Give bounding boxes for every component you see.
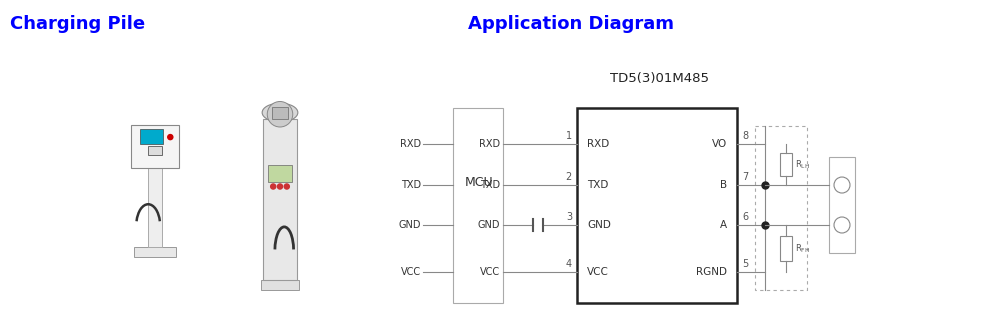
Bar [829, 157, 854, 253]
Text: VCC: VCC [586, 267, 608, 277]
Text: Application Diagram: Application Diagram [468, 15, 673, 33]
Text: GND: GND [477, 220, 500, 230]
Text: 1: 1 [565, 131, 571, 141]
Bar [148, 166, 161, 247]
Text: Charging Pile: Charging Pile [10, 15, 145, 33]
Bar [131, 125, 178, 168]
Text: B: B [719, 180, 726, 190]
Text: 7: 7 [741, 172, 747, 182]
Bar [780, 153, 792, 176]
Bar [263, 119, 297, 280]
Bar [453, 108, 502, 303]
Circle shape [267, 102, 293, 127]
Bar [139, 129, 163, 144]
Bar [262, 280, 299, 290]
Text: TXD: TXD [479, 180, 500, 190]
Text: RXD: RXD [586, 139, 608, 149]
Circle shape [834, 177, 849, 193]
Text: VCC: VCC [479, 267, 500, 277]
Circle shape [834, 217, 849, 233]
Ellipse shape [262, 103, 298, 122]
Circle shape [284, 184, 289, 189]
Text: GND: GND [586, 220, 610, 230]
Bar [273, 108, 288, 119]
Text: 2: 2 [565, 172, 571, 182]
Text: $\mathregular{R_{LH}}$: $\mathregular{R_{LH}}$ [795, 158, 810, 171]
Circle shape [278, 184, 283, 189]
Text: VCC: VCC [401, 267, 421, 277]
Text: 6: 6 [741, 212, 747, 222]
Text: 4: 4 [565, 259, 571, 269]
Bar [268, 165, 292, 182]
Circle shape [271, 184, 276, 189]
Text: 3: 3 [565, 212, 571, 222]
Bar [780, 235, 792, 261]
Text: GND: GND [398, 220, 421, 230]
Text: 8: 8 [741, 131, 747, 141]
Bar [148, 146, 161, 155]
Text: TXD: TXD [586, 180, 608, 190]
Bar [133, 247, 176, 257]
Text: $\mathregular{R_{FH}}$: $\mathregular{R_{FH}}$ [795, 242, 810, 255]
Text: RXD: RXD [400, 139, 421, 149]
Text: TXD: TXD [401, 180, 421, 190]
Text: RXD: RXD [478, 139, 500, 149]
Text: RGND: RGND [695, 267, 726, 277]
Text: MCU: MCU [465, 176, 493, 189]
Circle shape [167, 134, 172, 140]
Text: VO: VO [711, 139, 726, 149]
Text: A: A [719, 220, 726, 230]
Bar [576, 108, 736, 303]
Bar [755, 126, 807, 290]
Text: 5: 5 [741, 259, 747, 269]
Text: TD5(3)01M485: TD5(3)01M485 [610, 72, 708, 85]
